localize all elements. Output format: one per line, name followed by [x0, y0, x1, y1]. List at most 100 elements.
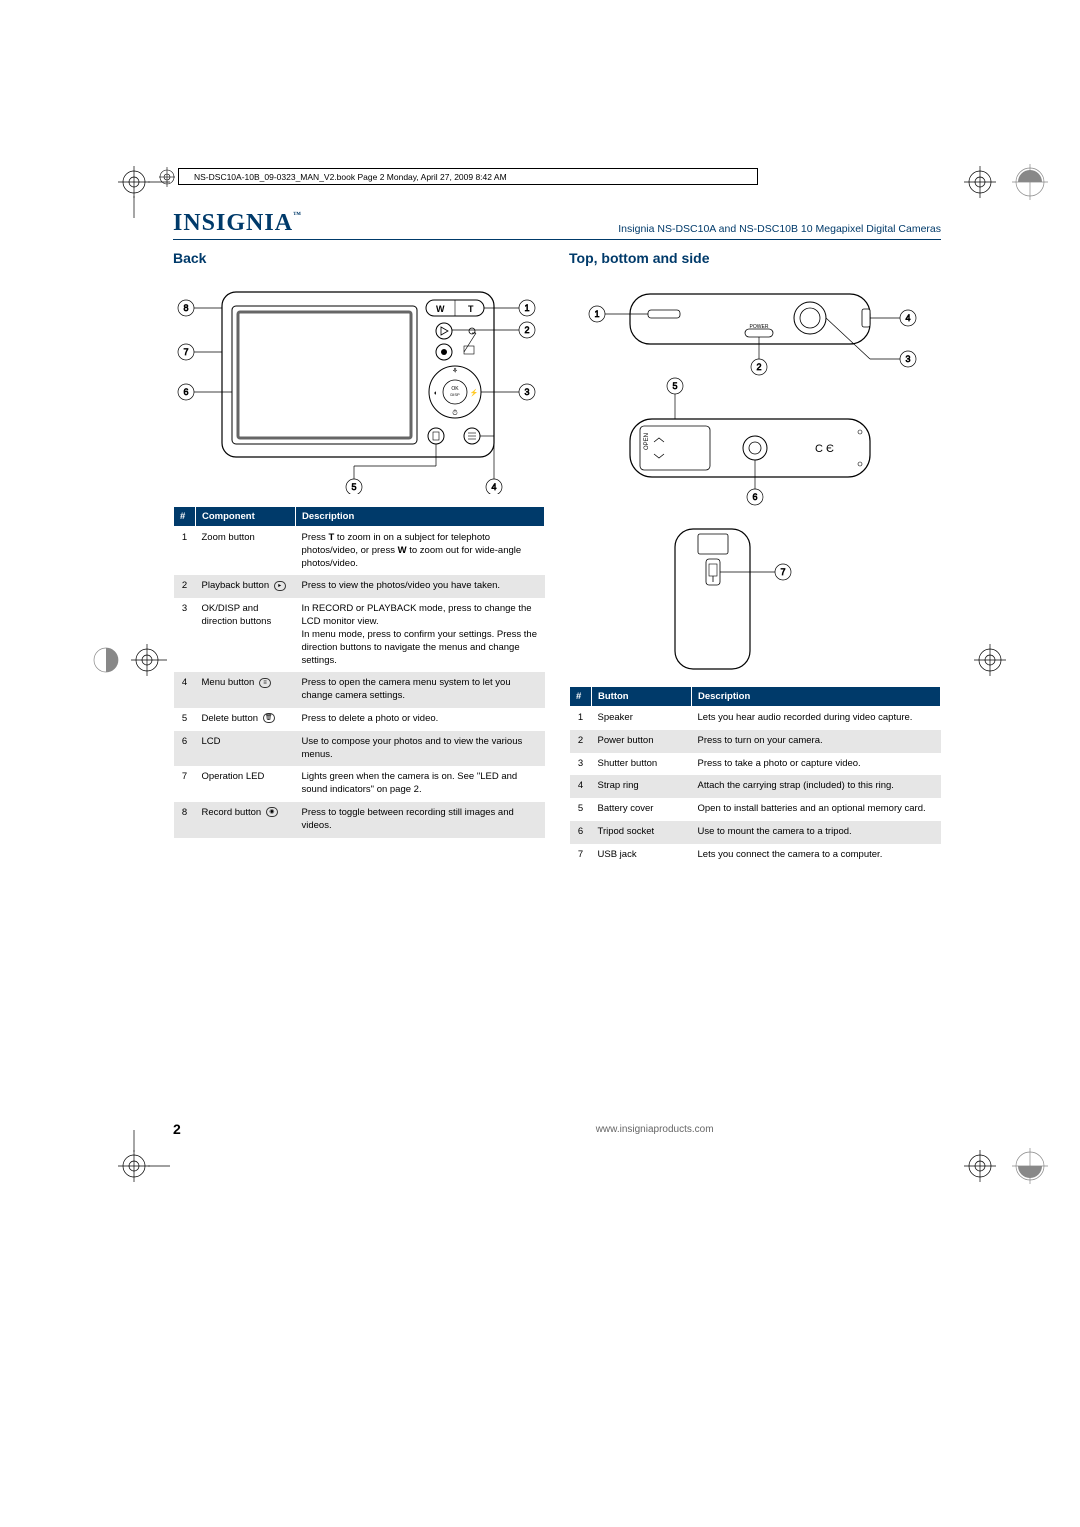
table-cell-num: 1 [174, 527, 196, 576]
table-cell-description: Press to delete a photo or video. [296, 708, 545, 731]
table-cell-button: USB jack [592, 844, 692, 867]
table-cell-num: 5 [174, 708, 196, 731]
table-row: 1 Zoom button Press T to zoom in on a su… [174, 527, 545, 576]
page-footer: 2 www.insigniaproducts.com [173, 1121, 941, 1137]
table-cell-num: 6 [570, 821, 592, 844]
table-cell-button: Tripod socket [592, 821, 692, 844]
button-glyph-icon: ≡ [259, 678, 271, 688]
table-cell-num: 4 [570, 775, 592, 798]
table-row: 6 Tripod socket Use to mount the camera … [570, 821, 941, 844]
table-row: 6 LCD Use to compose your photos and to … [174, 731, 545, 767]
table-cell-num: 5 [570, 798, 592, 821]
table-cell-num: 8 [174, 802, 196, 838]
table-row: 3 OK/DISP and direction buttons In RECOR… [174, 598, 545, 672]
table-cell-description: In RECORD or PLAYBACK mode, press to cha… [296, 598, 545, 672]
table-row: 2 Power button Press to turn on your cam… [570, 730, 941, 753]
svg-text:⏱: ⏱ [452, 409, 458, 417]
table-cell-description: Attach the carrying strap (included) to … [692, 775, 941, 798]
table-row: 7 USB jack Lets you connect the camera t… [570, 844, 941, 867]
svg-text:W: W [436, 304, 445, 314]
th-num: # [174, 507, 196, 527]
page-info-text: NS-DSC10A-10B_09-0323_MAN_V2.book Page 2… [194, 172, 507, 182]
svg-text:C Є: C Є [815, 443, 834, 455]
table-cell-component: Operation LED [196, 766, 296, 802]
table-cell-description: Lets you hear audio recorded during vide… [692, 707, 941, 730]
table-cell-description: Lets you connect the camera to a compute… [692, 844, 941, 867]
table-cell-description: Press T to zoom in on a subject for tele… [296, 527, 545, 576]
crop-mark-br [960, 1130, 1060, 1190]
table-cell-component: Record button ◉ [196, 802, 296, 838]
page-header: INSIGNIA™ Insignia NS-DSC10A and NS-DSC1… [173, 210, 941, 240]
svg-text:3: 3 [524, 387, 529, 397]
svg-text:⚘: ⚘ [452, 367, 458, 375]
th-component: Component [196, 507, 296, 527]
svg-text:◐: ◐ [434, 390, 438, 397]
svg-text:6: 6 [183, 387, 188, 397]
table-cell-description: Press to view the photos/video you have … [296, 575, 545, 598]
table-cell-num: 4 [174, 672, 196, 708]
table-cell-description: Press to toggle between recording still … [296, 802, 545, 838]
table-cell-description: Press to turn on your camera. [692, 730, 941, 753]
svg-text:2: 2 [524, 325, 529, 335]
back-table: # Component Description 1 Zoom button Pr… [173, 506, 545, 838]
svg-text:5: 5 [672, 381, 677, 391]
brand-logo: INSIGNIA™ [173, 210, 302, 237]
table-cell-num: 3 [570, 753, 592, 776]
table-cell-button: Power button [592, 730, 692, 753]
table-row: 2 Playback button ▸ Press to view the ph… [174, 575, 545, 598]
table-row: 4 Strap ring Attach the carrying strap (… [570, 775, 941, 798]
table-cell-num: 2 [174, 575, 196, 598]
table-cell-description: Open to install batteries and an optiona… [692, 798, 941, 821]
crop-mark-tr [960, 158, 1060, 218]
table-row: 5 Delete button 🗑 Press to delete a phot… [174, 708, 545, 731]
table-cell-num: 2 [570, 730, 592, 753]
svg-text:2: 2 [756, 362, 761, 372]
table-cell-component: Playback button ▸ [196, 575, 296, 598]
table-row: 3 Shutter button Press to take a photo o… [570, 753, 941, 776]
crop-mark-bl [110, 1130, 170, 1190]
table-row: 4 Menu button ≡ Press to open the camera… [174, 672, 545, 708]
svg-text:7: 7 [780, 567, 785, 577]
back-diagram: W T OK DISP ⚘ [173, 274, 545, 494]
section-heading-top: Top, bottom and side [569, 250, 941, 266]
table-cell-description: Use to compose your photos and to view t… [296, 731, 545, 767]
table-cell-component: Menu button ≡ [196, 672, 296, 708]
svg-text:5: 5 [351, 482, 356, 492]
table-row: 1 Speaker Lets you hear audio recorded d… [570, 707, 941, 730]
page-info-icon [159, 167, 175, 187]
crop-mark-mr [970, 640, 1010, 680]
table-cell-button: Speaker [592, 707, 692, 730]
th-num: # [570, 687, 592, 707]
table-cell-button: Battery cover [592, 798, 692, 821]
th-description: Description [692, 687, 941, 707]
table-cell-component: OK/DISP and direction buttons [196, 598, 296, 672]
table-cell-num: 1 [570, 707, 592, 730]
svg-text:POWER: POWER [750, 324, 769, 330]
svg-text:3: 3 [905, 354, 910, 364]
button-glyph-icon: ◉ [266, 807, 278, 817]
table-cell-description: Lights green when the camera is on. See … [296, 766, 545, 802]
svg-text:7: 7 [183, 347, 188, 357]
svg-text:6: 6 [752, 492, 757, 502]
table-cell-description: Press to open the camera menu system to … [296, 672, 545, 708]
svg-text:T: T [468, 304, 474, 314]
svg-text:⚡: ⚡ [470, 388, 479, 397]
table-cell-description: Use to mount the camera to a tripod. [692, 821, 941, 844]
table-cell-num: 6 [174, 731, 196, 767]
table-cell-button: Strap ring [592, 775, 692, 798]
svg-text:OPEN: OPEN [644, 433, 650, 450]
table-cell-component: Delete button 🗑 [196, 708, 296, 731]
footer-url: www.insigniaproducts.com [596, 1124, 714, 1135]
table-row: 7 Operation LED Lights green when the ca… [174, 766, 545, 802]
header-subtitle: Insignia NS-DSC10A and NS-DSC10B 10 Mega… [618, 223, 941, 237]
th-button: Button [592, 687, 692, 707]
page-number: 2 [173, 1121, 181, 1137]
table-cell-num: 7 [174, 766, 196, 802]
crop-mark-ml [92, 640, 167, 680]
svg-text:8: 8 [183, 303, 188, 313]
svg-text:1: 1 [524, 303, 529, 313]
svg-text:1: 1 [594, 309, 599, 319]
svg-text:4: 4 [491, 482, 496, 492]
table-cell-component: Zoom button [196, 527, 296, 576]
svg-text:4: 4 [905, 313, 910, 323]
